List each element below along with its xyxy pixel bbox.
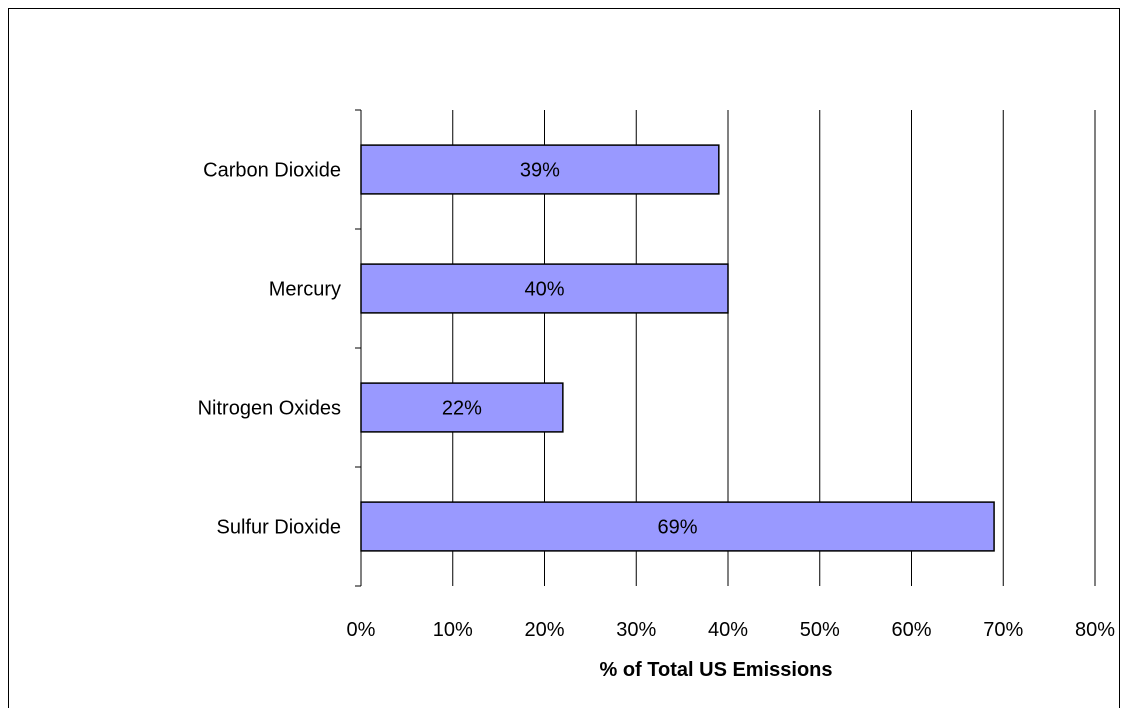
x-tick-label: 30% [616, 619, 656, 641]
category-label: Nitrogen Oxides [198, 398, 341, 420]
category-label: Carbon Dioxide [203, 160, 341, 182]
bar [360, 263, 729, 314]
bar-data-label: 40% [524, 279, 564, 301]
bar-data-label: 69% [658, 517, 698, 539]
axes [355, 109, 362, 587]
x-axis-title: % of Total US Emissions [600, 659, 833, 681]
category-label: Mercury [269, 279, 341, 301]
bar-data-label: 22% [442, 398, 482, 420]
x-tick-labels: 0% 10% 20% 30% 40% 50% 60% 70% 80% [347, 619, 1116, 641]
x-tick-label: 20% [524, 619, 564, 641]
x-tick-label: 70% [983, 619, 1023, 641]
bar [360, 382, 564, 433]
x-tick-label: 40% [708, 619, 748, 641]
x-tick-label: 50% [800, 619, 840, 641]
bars: 39% 40% 22% 69% [360, 144, 995, 552]
category-labels: Carbon Dioxide Mercury Nitrogen Oxides Sulf… [198, 160, 341, 539]
x-tick-label: 60% [891, 619, 931, 641]
bar [360, 501, 995, 552]
chart-frame [8, 8, 1120, 708]
bar-data-label: 39% [520, 160, 560, 182]
x-tick-label: 80% [1075, 619, 1115, 641]
x-tick-label: 10% [433, 619, 473, 641]
x-tick-label: 0% [347, 619, 376, 641]
bar [360, 144, 720, 195]
category-label: Sulfur Dioxide [216, 517, 341, 539]
